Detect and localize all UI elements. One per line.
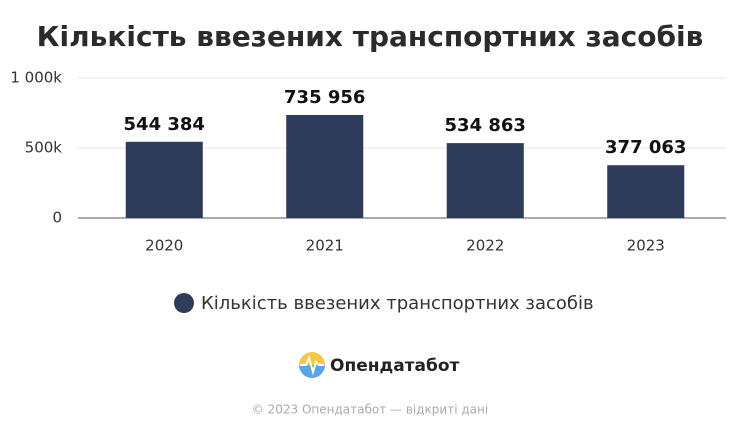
x-tick-label: 2020 <box>145 237 183 255</box>
bar <box>607 165 685 218</box>
copyright: © 2023 Опендатабот — відкриті дані <box>252 403 488 417</box>
bar <box>125 141 203 218</box>
legend-marker <box>174 293 194 313</box>
x-tick-label: 2023 <box>627 237 665 255</box>
brand-name: Опендатабот <box>330 356 460 376</box>
brand-logo <box>299 352 325 378</box>
bar <box>446 143 524 218</box>
bar <box>286 114 364 218</box>
value-label: 377 063 <box>605 137 686 158</box>
value-label: 534 863 <box>445 115 526 136</box>
chart-title: Кількість ввезених транспортних засобів <box>37 20 704 53</box>
value-label: 735 956 <box>284 87 365 108</box>
y-tick-label: 500k <box>25 139 63 157</box>
legend-label: Кількість ввезених транспортних засобів <box>201 293 594 314</box>
x-tick-label: 2021 <box>306 237 344 255</box>
y-tick-label: 0 <box>52 209 62 227</box>
y-tick-label: 1 000k <box>10 69 62 87</box>
x-tick-label: 2022 <box>466 237 504 255</box>
value-label: 544 384 <box>124 114 205 135</box>
